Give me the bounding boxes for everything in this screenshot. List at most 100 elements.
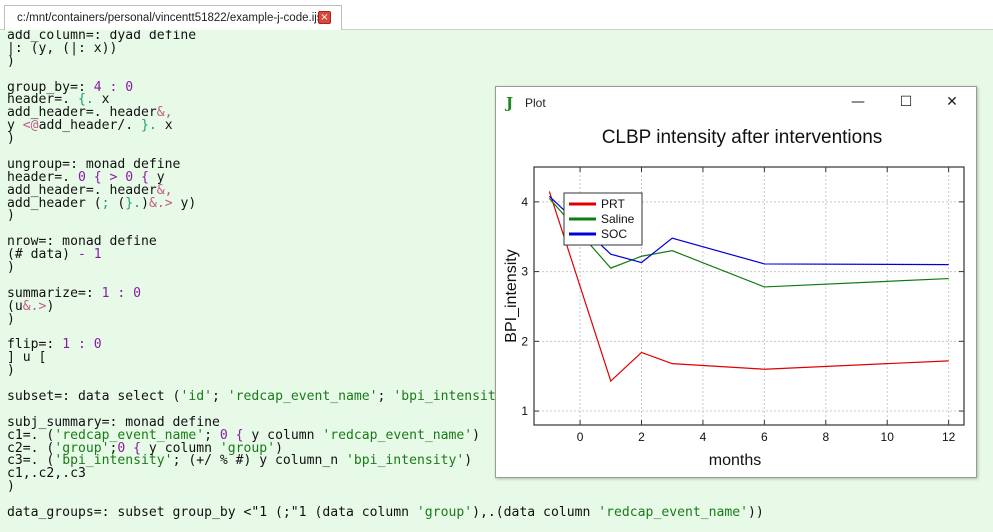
code-line[interactable]: nrow=: monad define bbox=[7, 234, 993, 250]
code-token: add_header=. header bbox=[7, 182, 157, 198]
y-tick-label: 2 bbox=[521, 334, 528, 348]
code-token: group_by=: bbox=[7, 79, 94, 95]
code-token: (# data) bbox=[7, 247, 78, 263]
maximize-button[interactable]: ☐ bbox=[899, 94, 913, 110]
code-line[interactable]: c2=. ('group';0 { y column 'group') bbox=[7, 440, 993, 456]
code-token: ; (+/ % #) y column_n bbox=[172, 453, 346, 469]
code-line[interactable] bbox=[7, 69, 993, 82]
code-line[interactable]: ) bbox=[7, 480, 993, 494]
file-tab[interactable]: c:/mnt/containers/personal/vincentt51822… bbox=[4, 5, 342, 31]
x-tick-label: 6 bbox=[761, 430, 768, 444]
code-token: x bbox=[93, 92, 110, 108]
code-token: nrow=: monad define bbox=[7, 234, 157, 250]
code-line[interactable]: subset=: data select ('id'; 'redcap_even… bbox=[7, 388, 993, 404]
code-line[interactable]: (u&.>) bbox=[7, 298, 993, 314]
code-line[interactable]: flip=: 1 : 0 bbox=[7, 337, 993, 353]
code-token: y bbox=[7, 118, 23, 134]
tab-close-icon[interactable]: × bbox=[318, 11, 331, 24]
plot-window[interactable]: J Plot — ☐ ✕ CLBP intensity after interv… bbox=[495, 86, 977, 478]
code-line[interactable]: ) bbox=[7, 53, 993, 69]
code-line[interactable]: ungroup=: monad define bbox=[7, 158, 993, 172]
code-token: header=. bbox=[7, 169, 78, 185]
code-token: c3=. ( bbox=[7, 453, 55, 469]
close-button[interactable]: ✕ bbox=[946, 94, 958, 110]
code-line[interactable]: ) bbox=[7, 209, 993, 223]
code-line[interactable]: add_header=. header&, bbox=[7, 182, 993, 198]
code-token: ( bbox=[109, 195, 126, 211]
code-token: ] u [ bbox=[7, 350, 47, 366]
code-token: ; bbox=[101, 195, 110, 211]
code-token: - 1 bbox=[77, 247, 102, 263]
code-line[interactable]: ) bbox=[7, 261, 993, 275]
code-token: ) bbox=[464, 453, 473, 469]
code-token: 'redcap_event_name' bbox=[54, 427, 205, 443]
code-line[interactable]: ] u [ bbox=[7, 350, 993, 366]
code-line[interactable]: c1=. ('redcap_event_name'; 0 { y column … bbox=[7, 427, 993, 443]
code-token: subj_summary=: monad define bbox=[7, 414, 220, 430]
x-tick-label: 12 bbox=[942, 430, 956, 444]
plot-titlebar[interactable]: J Plot — ☐ ✕ bbox=[496, 87, 976, 117]
code-line[interactable]: ) bbox=[7, 132, 993, 146]
code-token: ) bbox=[7, 53, 15, 69]
code-text[interactable]: add_column=: dyad define |: (y, (|: x))) g… bbox=[0, 30, 993, 520]
code-token: 'bpi_intensity' bbox=[54, 453, 173, 469]
code-line[interactable]: add_header=. header&, bbox=[7, 105, 993, 121]
code-token: add_header=. header bbox=[7, 105, 157, 121]
code-token: }. bbox=[125, 195, 142, 211]
code-token: y column bbox=[141, 440, 220, 456]
chart-title: CLBP intensity after interventions bbox=[602, 127, 883, 148]
code-line[interactable]: ) bbox=[7, 363, 993, 379]
code-line[interactable]: c3=. ('bpi_intensity'; (+/ % #) y column… bbox=[7, 453, 993, 469]
y-tick-label: 3 bbox=[521, 265, 528, 279]
code-token: {. bbox=[77, 92, 94, 108]
x-tick-label: 4 bbox=[700, 430, 707, 444]
code-line[interactable]: add_column=: dyad define bbox=[7, 30, 993, 43]
code-token: 'redcap_event_name' bbox=[598, 504, 749, 520]
j-logo-icon: J bbox=[506, 94, 514, 112]
code-line[interactable]: (# data) - 1 bbox=[7, 247, 993, 263]
code-line[interactable]: data_groups=: subset group_by <"1 (;"1 (… bbox=[7, 504, 993, 520]
code-token: c1=. ( bbox=[7, 427, 55, 443]
code-line[interactable]: |: (y, (|: x)) bbox=[7, 42, 993, 56]
line-chart: CLBP intensity after interventions 0 2 4 6 8 1… bbox=[503, 127, 965, 469]
code-token: y) bbox=[172, 195, 197, 211]
code-token: 0 { > 0 { bbox=[77, 169, 149, 185]
minimize-button[interactable]: — bbox=[851, 94, 865, 110]
code-token: y bbox=[148, 169, 165, 185]
x-tick-label: 2 bbox=[638, 430, 645, 444]
code-token: ; bbox=[204, 427, 220, 443]
code-token: ) bbox=[141, 195, 149, 211]
code-token: &.> bbox=[22, 298, 47, 314]
y-axis-label: BPI_intensity bbox=[503, 249, 520, 342]
code-token: summarize=: bbox=[7, 285, 102, 301]
x-tick-label: 10 bbox=[881, 430, 895, 444]
code-line[interactable]: y <@add_header/. }. x bbox=[7, 118, 993, 134]
code-token: x bbox=[156, 118, 173, 134]
code-line[interactable]: c1,.c2,.c3 bbox=[7, 467, 993, 481]
code-line[interactable]: add_header (; (}.)&.> y) bbox=[7, 195, 993, 211]
code-line[interactable]: ) bbox=[7, 311, 993, 327]
plot-window-title: Plot bbox=[525, 96, 546, 110]
x-axis-label: months bbox=[709, 452, 761, 469]
code-token: }. bbox=[141, 118, 157, 134]
y-tick-label: 4 bbox=[521, 195, 528, 209]
code-token: 'id' bbox=[180, 388, 212, 404]
code-token: c2=. ( bbox=[7, 440, 55, 456]
tab-bar: c:/mnt/containers/personal/vincentt51822… bbox=[0, 0, 993, 31]
series-line-prt bbox=[548, 191, 949, 383]
code-token: ) bbox=[7, 311, 15, 327]
code-line[interactable]: summarize=: 1 : 0 bbox=[7, 285, 993, 301]
code-line[interactable]: subj_summary=: monad define bbox=[7, 414, 993, 430]
code-line[interactable]: header=. {. x bbox=[7, 92, 993, 108]
code-token: ; bbox=[377, 388, 394, 404]
code-token: (u bbox=[7, 298, 23, 314]
code-token: 'redcap_event_name' bbox=[322, 427, 473, 443]
code-line[interactable]: header=. 0 { > 0 { y bbox=[7, 169, 993, 185]
code-token: ) bbox=[7, 363, 15, 379]
code-token: ),.(data column bbox=[472, 504, 599, 520]
code-line[interactable]: group_by=: 4 : 0 bbox=[7, 79, 993, 95]
legend-label: SOC bbox=[601, 227, 627, 241]
code-token: add_header/. bbox=[38, 118, 142, 134]
code-token: add_column=: dyad define bbox=[7, 30, 197, 43]
code-token: 1 : 0 bbox=[62, 337, 102, 353]
